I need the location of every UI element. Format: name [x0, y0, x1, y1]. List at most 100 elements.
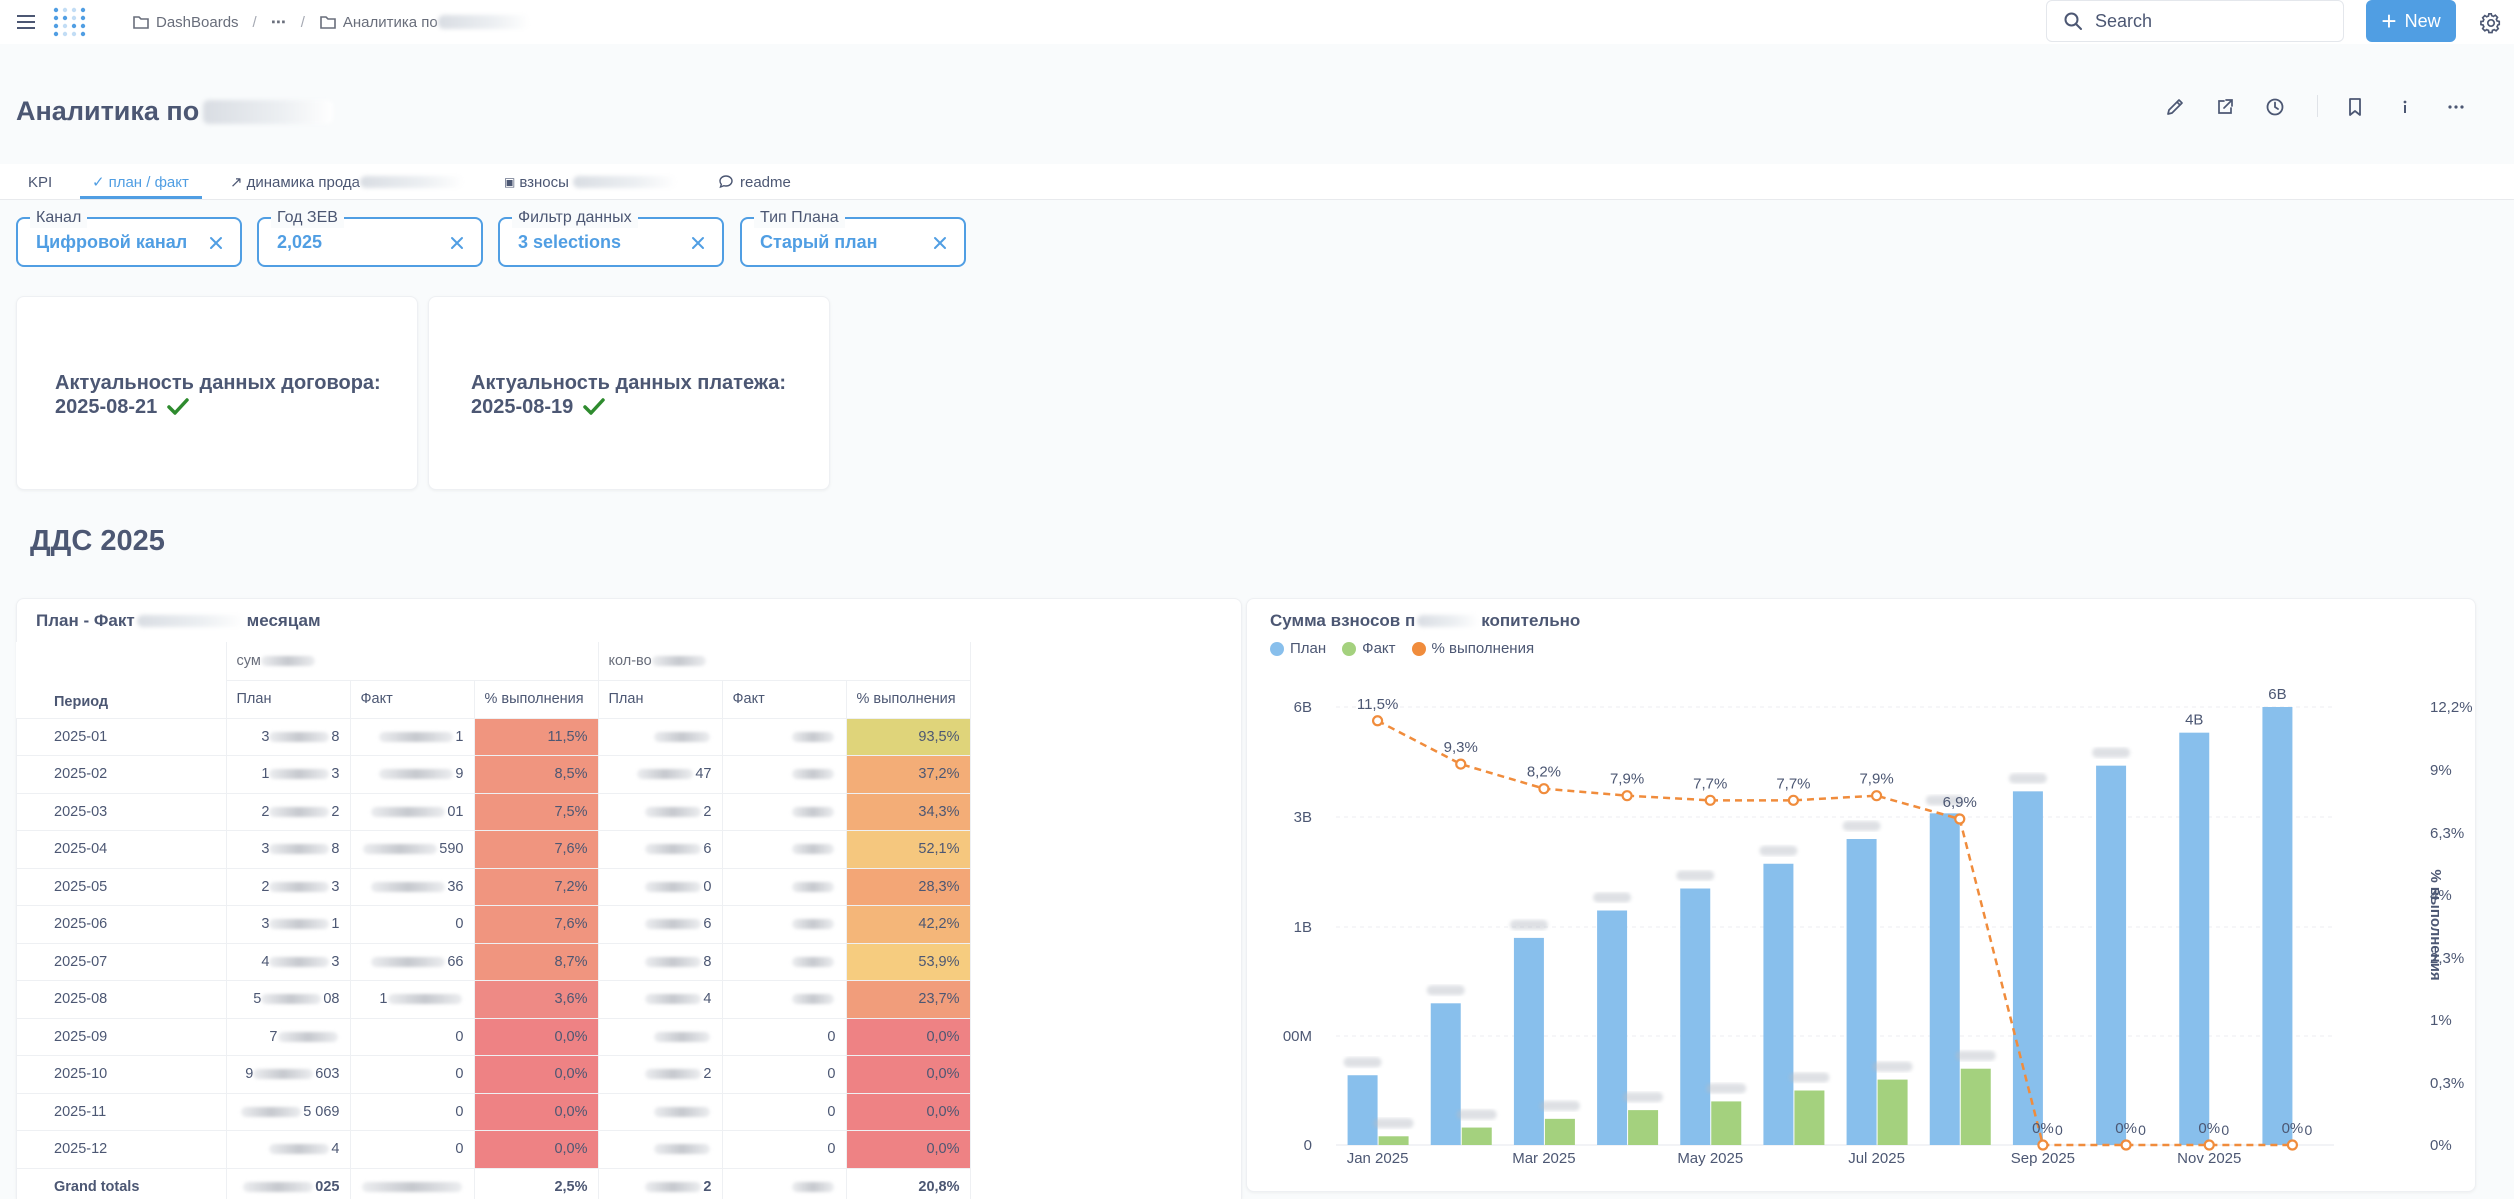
- divider: [2317, 95, 2318, 117]
- legend-item-pct[interactable]: % выполнения: [1411, 640, 1534, 657]
- close-icon[interactable]: [206, 233, 226, 253]
- data-point-pct: [1870, 790, 1883, 802]
- fact-sum-cell: 1: [350, 980, 475, 1019]
- more-options-icon[interactable]: [2443, 94, 2469, 120]
- column-header-pct[interactable]: % выполнения: [846, 680, 971, 719]
- bookmark-icon[interactable]: [2342, 94, 2368, 120]
- redacted-value: [791, 731, 834, 742]
- period-cell: 2025-08: [16, 980, 227, 1019]
- period-cell: 2025-03: [16, 793, 227, 831]
- tab-readme[interactable]: readme: [718, 170, 791, 194]
- close-icon[interactable]: [447, 233, 467, 253]
- fact-count-cell: 0: [722, 1055, 847, 1094]
- breadcrumb-more[interactable]: ⋯: [270, 14, 287, 31]
- tab-kpi[interactable]: KPI: [28, 170, 52, 194]
- column-header-plan[interactable]: План: [598, 680, 723, 719]
- redacted-text: [360, 176, 465, 188]
- share-icon[interactable]: [2212, 94, 2238, 120]
- redacted-bar-label: [1373, 1118, 1414, 1129]
- table-row: 2025-12 4 0 0,0% 0 0,0%: [16, 1130, 971, 1169]
- filter-year[interactable]: Год ЗЕВ 2,025: [257, 208, 483, 267]
- period-cell: 2025-12: [16, 1130, 227, 1169]
- fact-count-cell: 0: [722, 1093, 847, 1131]
- pct-count-cell: 52,1%: [846, 830, 971, 869]
- redacted-value: [363, 844, 438, 855]
- data-point-pct: [1787, 794, 1800, 806]
- data-label-pct: 11,5%: [1357, 696, 1398, 713]
- bar-plan: [1846, 839, 1877, 1145]
- page-title[interactable]: Аналитика по: [16, 96, 334, 127]
- redacted-value: [645, 844, 702, 855]
- column-header-fact[interactable]: Факт: [350, 680, 475, 719]
- info-card-contract: Актуальность данных договора: 2025-08-21: [16, 296, 418, 490]
- pct-sum-cell: 7,2%: [474, 868, 599, 906]
- edit-pencil-icon[interactable]: [2162, 94, 2188, 120]
- filter-value: 2,025: [277, 232, 323, 252]
- filter-data[interactable]: Фильтр данных 3 selections: [498, 208, 724, 267]
- redacted-bar-label: [2008, 773, 2047, 784]
- filter-channel[interactable]: Канал Цифровой канал: [16, 208, 242, 267]
- new-button-label: New: [2404, 10, 2441, 31]
- column-header-plan[interactable]: План: [226, 680, 351, 719]
- fact-sum-cell: 0: [350, 1093, 475, 1131]
- total-fact-sum: [350, 1168, 475, 1199]
- redacted-value: [645, 919, 702, 930]
- legend-item-fact[interactable]: Факт: [1342, 640, 1396, 657]
- clock-icon[interactable]: [2262, 94, 2288, 120]
- new-button[interactable]: + New: [2366, 0, 2456, 42]
- y-tick-label-left: 00M: [1283, 1028, 1312, 1045]
- pct-sum-cell: 7,6%: [474, 830, 599, 869]
- column-header-pct[interactable]: % выполнения: [474, 680, 599, 719]
- data-label-pct: 0%: [2198, 1120, 2220, 1137]
- redacted-bar-label: [2092, 747, 2131, 758]
- filter-plan-type[interactable]: Тип Плана Старый план: [740, 208, 966, 267]
- close-icon[interactable]: [688, 233, 708, 253]
- column-header-period[interactable]: Период: [16, 642, 227, 719]
- tab-label: KPI: [28, 173, 53, 191]
- check-icon: ✓: [92, 174, 105, 191]
- data-label-pct: 7,7%: [1776, 775, 1810, 792]
- table-row: 2025-09 7 0 0,0% 0 0,0%: [16, 1018, 971, 1056]
- redacted-value: [269, 1144, 330, 1155]
- period-cell: 2025-11: [16, 1093, 227, 1131]
- pct-sum-cell: 11,5%: [474, 718, 599, 756]
- y-axis-title-right: % выполнения: [2427, 869, 2444, 980]
- filter-label: Канал: [30, 208, 88, 228]
- pct-sum-cell: 0,0%: [474, 1093, 599, 1131]
- bar-fact: [1628, 1110, 1659, 1145]
- tab-contributions[interactable]: ▣ взносы: [504, 170, 677, 194]
- redacted-value: [791, 1181, 834, 1192]
- gear-icon[interactable]: [2478, 10, 2504, 36]
- period-cell: 2025-07: [16, 943, 227, 981]
- breadcrumb-dashboards[interactable]: DashBoards: [156, 13, 239, 31]
- search-button[interactable]: Search: [2046, 0, 2344, 42]
- metabase-logo-icon[interactable]: [50, 4, 90, 40]
- redacted-value: [387, 994, 462, 1005]
- chart-legend: План Факт % выполнения: [1270, 640, 1550, 657]
- fact-count-cell: [722, 980, 847, 1019]
- fact-count-cell: [722, 905, 847, 944]
- info-card-label: Актуальность данных платежа:: [471, 372, 787, 394]
- fact-count-cell: [722, 718, 847, 756]
- fact-count-cell: [722, 793, 847, 831]
- menu-icon[interactable]: [14, 10, 38, 34]
- close-icon[interactable]: [930, 233, 950, 253]
- redacted-bar-label: [1872, 1061, 1913, 1072]
- redacted-bar-label: [1955, 1050, 1996, 1061]
- plan-count-cell: 8: [598, 943, 723, 981]
- y-tick-label-left: 0: [1304, 1137, 1312, 1154]
- y-tick-label-left: 3B: [1294, 809, 1312, 826]
- legend-item-plan[interactable]: План: [1270, 640, 1326, 657]
- breadcrumb-collection[interactable]: Аналитика по: [342, 13, 438, 31]
- column-group-sum: сум: [226, 642, 599, 681]
- info-card-date: 2025-08-21: [55, 396, 158, 418]
- info-icon[interactable]: [2392, 94, 2418, 120]
- filter-label: Фильтр данных: [512, 208, 638, 228]
- column-header-fact[interactable]: Факт: [722, 680, 847, 719]
- tab-sales-dynamics[interactable]: ↗ динамика прода: [230, 170, 465, 194]
- data-label-pct: 7,9%: [1859, 771, 1893, 788]
- bar-value-label: 4B: [2185, 712, 2203, 729]
- tab-plan-fact[interactable]: ✓ план / факт: [92, 170, 189, 194]
- bar-plan: [1597, 910, 1628, 1145]
